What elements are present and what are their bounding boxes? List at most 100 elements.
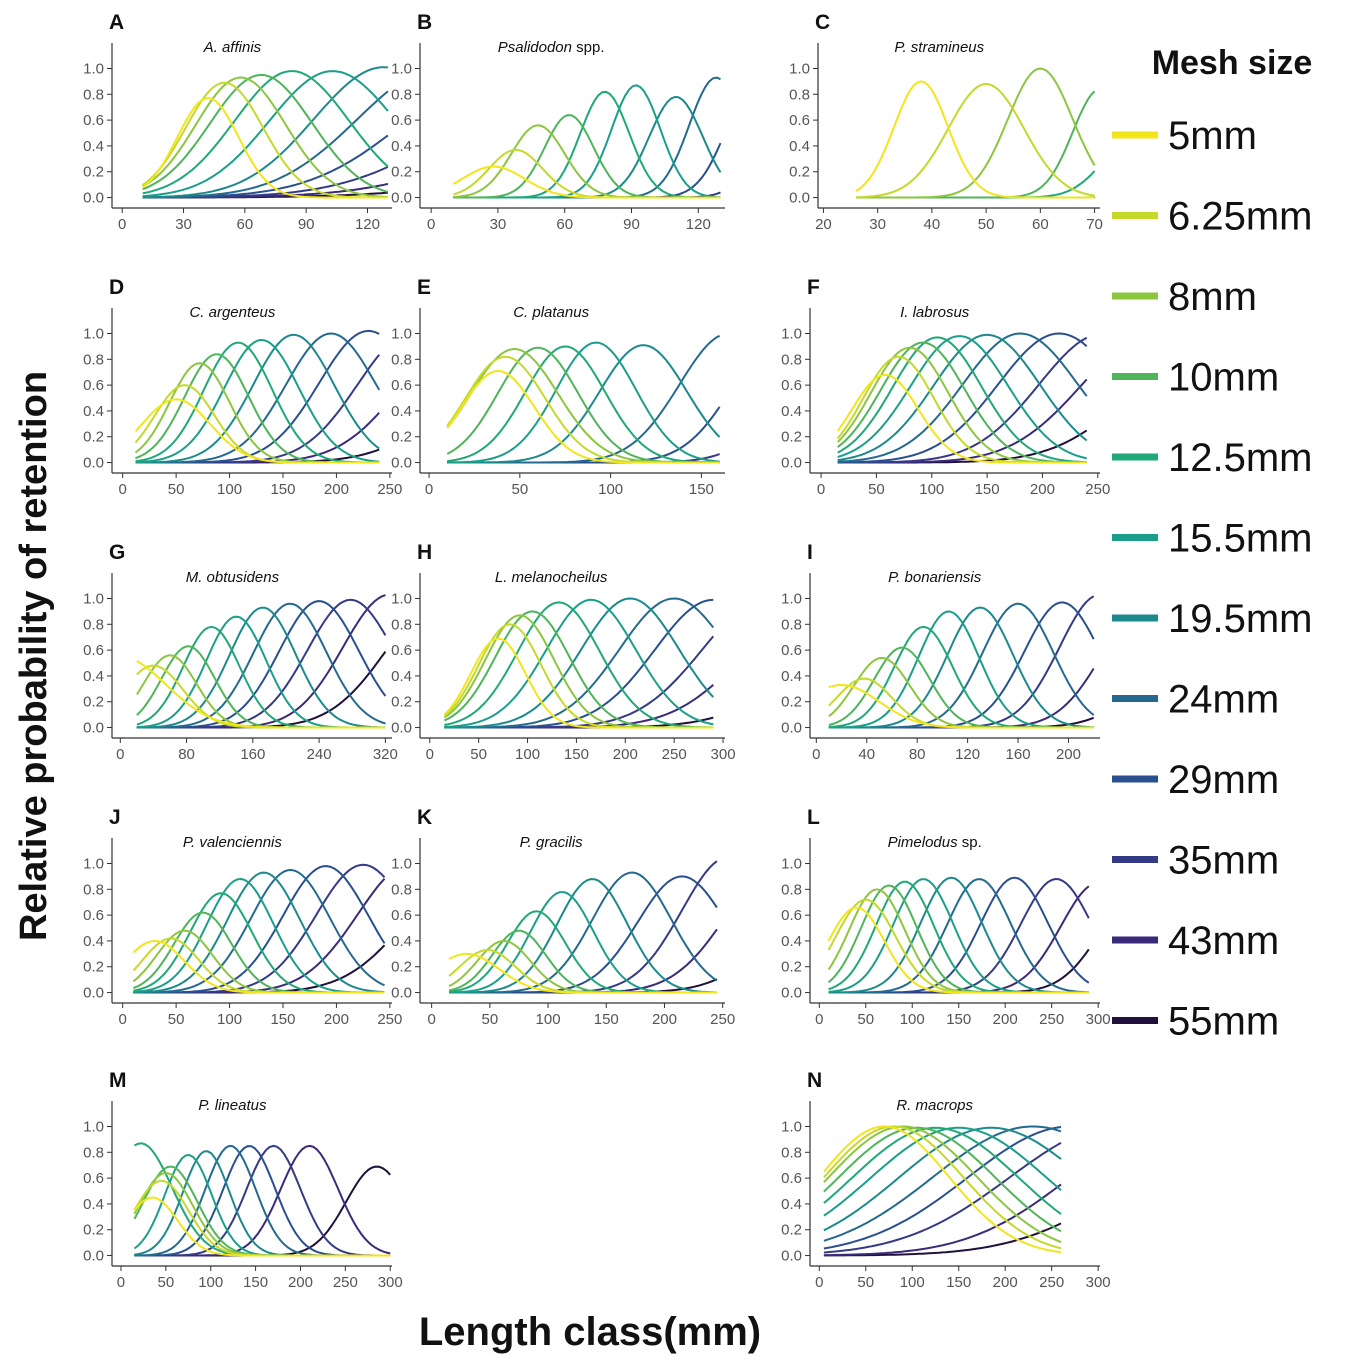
- y-tick-label: 0.8: [83, 616, 104, 633]
- panel-F: F I. labrosus 0.0 0.2 0.4 0.6 0.8 1.0 0 50 100 150 2…: [781, 276, 1110, 498]
- y-tick-label: 0.6: [391, 112, 412, 129]
- y-tick-label: 0.4: [391, 933, 412, 950]
- y-tick-label: 0.8: [391, 616, 412, 633]
- y-tick-label: 1.0: [391, 590, 412, 607]
- y-tick-label: 0.2: [781, 959, 802, 976]
- y-tick-label: 1.0: [781, 855, 802, 872]
- legend-item: 43mm: [1112, 919, 1279, 963]
- panel-A: A A. affinis 0.0 0.2 0.4 0.6 0.8 1.0 0 30 60 90 120: [83, 11, 392, 233]
- panel-title: Pimelodus sp.: [888, 834, 982, 851]
- y-tick-label: 0.6: [789, 112, 810, 129]
- y-tick-label: 0.4: [781, 668, 802, 685]
- x-tick-label: 80: [178, 746, 195, 763]
- panel-G: G M. obtusidens 0.0 0.2 0.4 0.6 0.8 1.0 0 80 160 24…: [83, 541, 398, 763]
- legend-label: 43mm: [1168, 919, 1279, 963]
- series-line-12.5mm: [133, 892, 385, 994]
- y-tick-label: 0.0: [83, 720, 104, 737]
- series-line-35mm: [837, 336, 1088, 464]
- series-line-29mm: [136, 600, 387, 729]
- x-tick-label: 30: [869, 216, 886, 233]
- series-line-15.5mm: [444, 598, 714, 728]
- y-tick-label: 0.6: [781, 377, 802, 394]
- series-line-29mm: [449, 875, 718, 994]
- y-tick-label: 0.6: [781, 907, 802, 924]
- panel-title: P. lineatus: [198, 1097, 267, 1114]
- series-line-12.5mm: [828, 625, 1094, 729]
- x-tick-label: 0: [427, 1011, 435, 1028]
- x-tick-label: 200: [324, 1011, 349, 1028]
- series-line-29mm: [134, 1145, 391, 1257]
- x-tick-label: 100: [217, 481, 242, 498]
- series-line-5mm: [134, 398, 380, 464]
- x-tick-label: 250: [333, 1274, 358, 1291]
- legend-title: Mesh size: [1152, 44, 1313, 82]
- y-tick-label: 0.4: [83, 933, 104, 950]
- panel-letter: M: [109, 1069, 127, 1092]
- y-tick-label: 0.6: [391, 642, 412, 659]
- x-tick-label: 150: [946, 1274, 971, 1291]
- y-tick-label: 0.0: [391, 720, 412, 737]
- series-line-19.5mm: [449, 878, 717, 994]
- x-tick-label: 200: [613, 746, 638, 763]
- legend-item: 12.5mm: [1112, 436, 1313, 480]
- x-tick-label: 50: [978, 216, 995, 233]
- x-tick-label: 100: [198, 1274, 223, 1291]
- series-line-15.5mm: [837, 335, 1087, 460]
- series-line-24mm: [142, 90, 389, 199]
- y-tick-label: 0.0: [781, 455, 802, 472]
- x-tick-label: 150: [594, 1011, 619, 1028]
- y-tick-label: 0.4: [83, 138, 104, 155]
- x-tick-label: 50: [168, 1011, 185, 1028]
- x-tick-label: 100: [515, 746, 540, 763]
- x-tick-label: 160: [1006, 746, 1031, 763]
- legend-item: 10mm: [1112, 356, 1279, 400]
- series-line-19.5mm: [142, 66, 388, 199]
- x-tick-label: 150: [564, 746, 589, 763]
- panel-N: N R. macrops 0.0 0.2 0.4 0.6 0.8 1.0 0 50 100 150 20…: [781, 1069, 1111, 1291]
- y-tick-label: 0.2: [781, 429, 802, 446]
- x-tick-label: 60: [237, 216, 254, 233]
- y-tick-label: 0.4: [781, 933, 802, 950]
- y-tick-label: 0.0: [781, 720, 802, 737]
- series-line-6.25mm: [453, 148, 721, 199]
- x-tick-label: 90: [623, 216, 640, 233]
- series-line-5mm: [827, 906, 1089, 994]
- x-tick-label: 40: [924, 216, 941, 233]
- panel-title: P. valenciennis: [183, 834, 282, 851]
- y-tick-label: 0.2: [789, 164, 810, 181]
- x-tick-label: 100: [900, 1011, 925, 1028]
- panel-title: Psalidodon spp.: [498, 39, 605, 56]
- y-tick-label: 0.0: [781, 985, 802, 1002]
- panel-letter: B: [417, 11, 432, 34]
- y-tick-label: 0.0: [391, 190, 412, 207]
- y-tick-label: 0.4: [83, 403, 104, 420]
- y-tick-label: 0.2: [83, 694, 104, 711]
- y-tick-label: 0.0: [391, 985, 412, 1002]
- y-tick-label: 0.8: [781, 881, 802, 898]
- y-tick-label: 0.6: [781, 1170, 802, 1187]
- series-line-8mm: [823, 1125, 1062, 1244]
- y-tick-label: 0.0: [83, 985, 104, 1002]
- x-tick-label: 80: [909, 746, 926, 763]
- legend-label: 55mm: [1168, 1000, 1279, 1044]
- y-tick-label: 1.0: [83, 855, 104, 872]
- legend-item: 8mm: [1112, 275, 1257, 319]
- legend-item: 5mm: [1112, 114, 1257, 158]
- y-tick-label: 0.6: [83, 1170, 104, 1187]
- x-tick-label: 250: [377, 481, 402, 498]
- x-tick-label: 160: [240, 746, 265, 763]
- x-tick-label: 200: [993, 1011, 1018, 1028]
- series-line-5mm: [828, 684, 1094, 729]
- y-tick-label: 0.2: [83, 429, 104, 446]
- panel-D: D C. argenteus 0.0 0.2 0.4 0.6 0.8 1.0 0 50 100 150…: [83, 276, 402, 498]
- series-line-8mm: [142, 76, 388, 198]
- y-tick-label: 0.8: [83, 881, 104, 898]
- x-tick-label: 250: [1085, 481, 1110, 498]
- x-tick-label: 50: [868, 481, 885, 498]
- series-line-15.5mm: [447, 341, 720, 464]
- panel-title: A. affinis: [203, 39, 262, 56]
- series-line-5mm: [443, 637, 714, 729]
- panel-title: R. macrops: [896, 1097, 973, 1114]
- series-line-24mm: [134, 1144, 391, 1257]
